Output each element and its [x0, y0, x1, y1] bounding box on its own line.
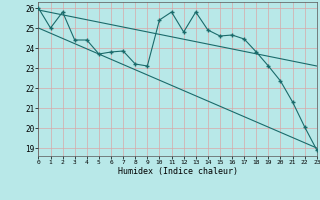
X-axis label: Humidex (Indice chaleur): Humidex (Indice chaleur): [118, 167, 238, 176]
